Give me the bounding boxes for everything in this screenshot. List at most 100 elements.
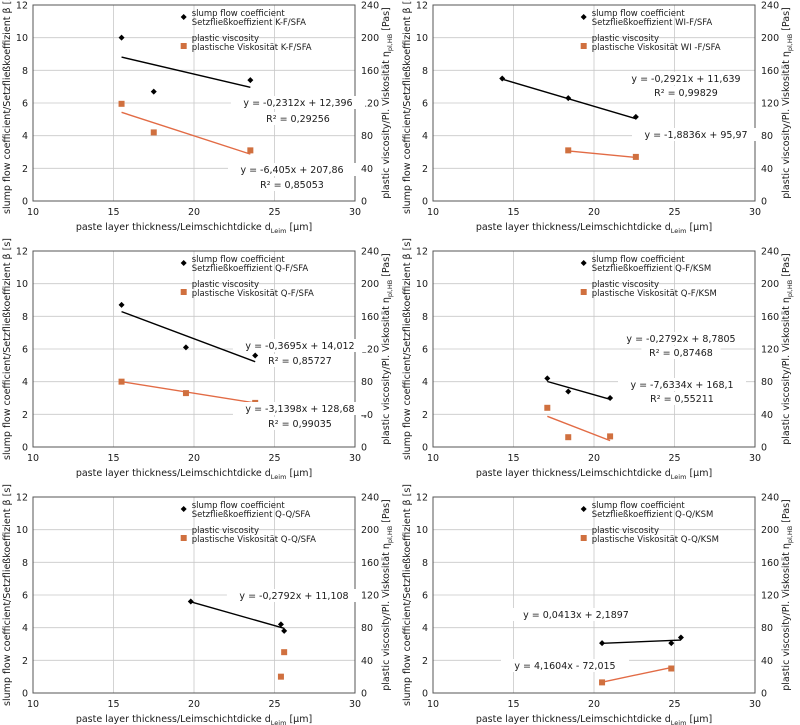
legend-series-name: plastic viscosity: [592, 526, 659, 536]
x-tick-label: 25: [268, 453, 280, 464]
y-right-tick-label: 120: [761, 345, 779, 356]
data-point-diamond: [281, 627, 288, 634]
x-tick-label: 15: [507, 453, 519, 464]
equation-background: [232, 402, 368, 415]
data-point-square: [544, 404, 551, 411]
r-squared-background: [258, 112, 338, 125]
y-left-tick-label: 12: [416, 1, 428, 12]
y-right-tick-label: 200: [761, 33, 779, 44]
y-right-tick-label: 160: [361, 558, 379, 569]
y-left-tick-label: 0: [22, 197, 28, 208]
y-left-tick-label: 6: [422, 591, 428, 602]
x-tick-label: 25: [268, 699, 280, 710]
legend-marker-square: [580, 43, 587, 49]
legend-marker-square: [180, 535, 187, 541]
y-left-tick-label: 2: [422, 410, 428, 421]
x-tick-label: 20: [588, 699, 600, 710]
equation-background: [512, 608, 640, 621]
trend-line: [547, 415, 611, 442]
trendline-equation: y = -0,2921x + 11,639: [631, 74, 740, 85]
data-point-diamond: [277, 621, 284, 628]
legend-series-name-de: Setzfließkoeffizient WI-F/SFA: [592, 18, 713, 28]
data-point-square: [668, 665, 675, 672]
r-squared-background: [260, 417, 340, 430]
data-point-square: [607, 433, 614, 440]
data-point-diamond: [252, 352, 259, 359]
y-right-axis-label-sub: pl,HB: [386, 34, 394, 51]
x-axis-label-unit: [µm]: [286, 222, 312, 233]
x-tick-label: 25: [668, 699, 680, 710]
x-axis-label-unit: [µm]: [686, 468, 712, 479]
r-squared-background: [260, 354, 340, 367]
legend-series-name-de: Setzfließkoeffizient K-F/SFA: [192, 18, 306, 28]
y-left-tick-label: 0: [422, 443, 428, 454]
data-point-diamond: [677, 634, 684, 641]
y-left-tick-label: 8: [422, 66, 428, 77]
y-right-axis-label-unit: [Pas]: [781, 7, 792, 34]
y-right-tick-label: 200: [361, 525, 379, 536]
data-point-diamond: [599, 640, 606, 647]
data-point-square: [277, 673, 284, 680]
y-right-axis-label-sub: pl,HB: [786, 34, 794, 51]
y-left-tick-label: 10: [16, 279, 28, 290]
y-right-axis-label-sub: pl,HB: [386, 280, 394, 297]
data-point-diamond: [118, 34, 125, 41]
r-squared-label: R² = 0,87468: [649, 348, 713, 359]
y-left-tick-label: 12: [16, 1, 28, 12]
x-axis-label-main: paste layer thickness/Leimschichtdicke d: [76, 222, 271, 233]
data-point-square: [281, 649, 288, 656]
legend-series-name-de: Setzfließkoeffizient Q-F/KSM: [592, 264, 712, 274]
x-axis-label-sub: Leim: [271, 227, 287, 235]
y-right-axis-label-main: plastic viscosity/Pl. Viskosität η: [781, 543, 792, 691]
y-right-axis-label-unit: [Pas]: [381, 253, 392, 280]
y-right-tick-label: 0: [361, 689, 367, 700]
x-tick-label: 10: [27, 453, 39, 464]
x-tick-label: 10: [27, 699, 39, 710]
y-right-tick-label: 80: [361, 623, 373, 634]
legend-series-name-de: plastische Viskosität Q-Q/KSM: [592, 535, 719, 545]
x-tick-label: 15: [507, 207, 519, 218]
x-axis-label-sub: Leim: [671, 719, 687, 725]
legend-series-name-de: Setzfließkoeffizient Q-F/SFA: [192, 264, 309, 274]
x-tick-label: 10: [427, 699, 439, 710]
y-right-axis-label: plastic viscosity/Pl. Viskosität ηpl,HB …: [381, 499, 394, 690]
y-left-tick-label: 10: [416, 525, 428, 536]
chart-panel-4: 10 15 20 25 3002468101204080120160200240past…: [402, 238, 794, 481]
x-tick-label: 15: [107, 207, 119, 218]
x-tick-label: 20: [188, 453, 200, 464]
y-right-tick-label: 80: [361, 377, 373, 388]
y-left-tick-label: 0: [422, 689, 428, 700]
data-point-square: [565, 434, 572, 441]
y-left-tick-label: 6: [22, 591, 28, 602]
trendline-equation: y = 0,0413x + 2,1897: [523, 610, 629, 621]
y-left-tick-label: 10: [416, 33, 428, 44]
y-right-tick-label: 160: [761, 312, 779, 323]
y-left-tick-label: 2: [422, 656, 428, 667]
data-point-square: [182, 390, 189, 397]
x-axis-label: paste layer thickness/Leimschichtdicke d…: [76, 714, 312, 725]
y-left-tick-label: 8: [22, 558, 28, 569]
y-left-tick-label: 10: [16, 33, 28, 44]
y-right-axis-label-sub: pl,HB: [786, 280, 794, 297]
y-left-tick-label: 0: [422, 197, 428, 208]
y-left-axis-label: slump flow coefficient/Setzfließkoeffizi…: [402, 484, 413, 706]
y-right-tick-label: 40: [361, 656, 373, 667]
x-tick-label: 20: [588, 207, 600, 218]
legend-marker-diamond: [180, 506, 187, 512]
x-tick-label: 30: [749, 699, 761, 710]
legend-series-name: slump flow coefficient: [592, 501, 686, 511]
y-left-tick-label: 6: [422, 345, 428, 356]
x-tick-label: 10: [427, 207, 439, 218]
y-left-tick-label: 6: [22, 99, 28, 110]
y-left-tick-label: 2: [422, 164, 428, 175]
chart-panel-3: 10 15 20 25 3002468101204080120160200240past…: [2, 238, 394, 481]
legend-marker-square: [180, 289, 187, 295]
trend-line: [547, 380, 611, 400]
x-tick-label: 25: [668, 207, 680, 218]
data-point-square: [150, 129, 157, 136]
y-right-tick-label: 120: [761, 591, 779, 602]
data-point-square: [632, 153, 639, 160]
x-tick-label: 15: [107, 453, 119, 464]
trendline-equation: y = -7,6334x + 168,1: [630, 380, 733, 391]
plot-frame: [432, 4, 756, 202]
